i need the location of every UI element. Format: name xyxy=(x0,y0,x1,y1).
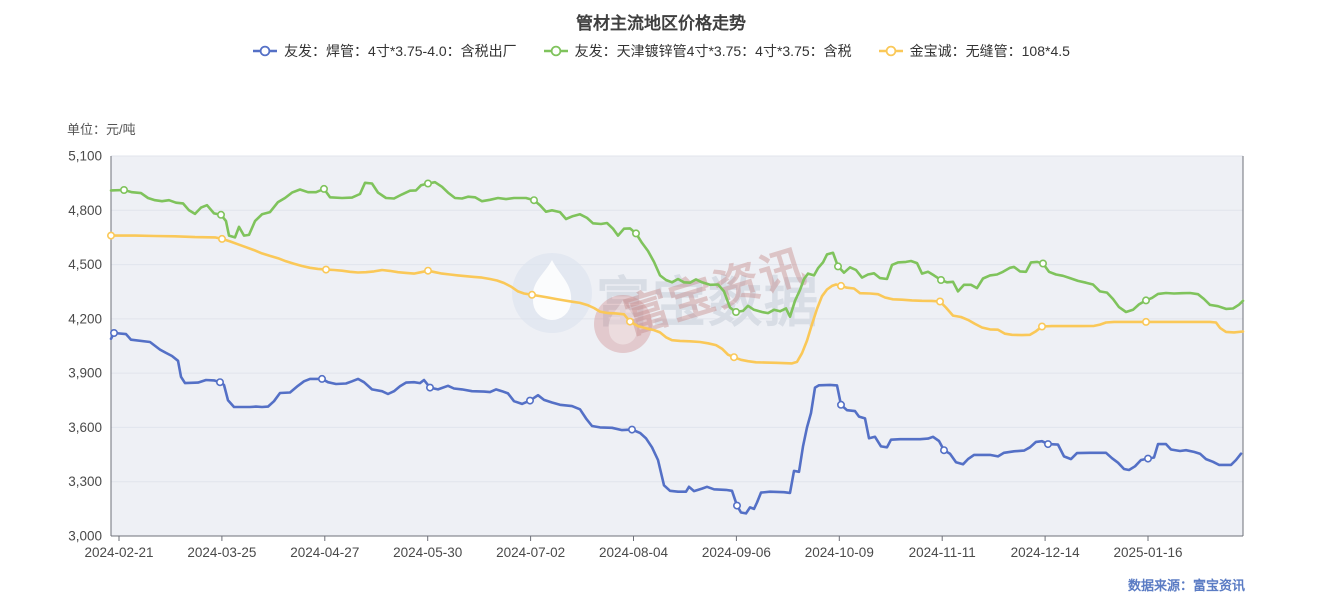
watermark-flame-icon xyxy=(532,260,572,321)
y-tick-label: 4,800 xyxy=(68,203,102,218)
series-marker-2[interactable] xyxy=(107,231,116,240)
x-tick-label: 2024-09-06 xyxy=(702,545,771,560)
y-tick-label: 4,500 xyxy=(68,257,102,272)
legend-item-hanguan[interactable]: 友发：焊管：4寸*3.75-4.0：含税出厂 xyxy=(252,41,517,61)
series-marker-2[interactable] xyxy=(836,281,845,290)
series-marker-1[interactable] xyxy=(1039,259,1048,268)
series-marker-0[interactable] xyxy=(317,374,326,383)
y-tick-label: 5,100 xyxy=(68,149,102,164)
series-marker-0[interactable] xyxy=(836,400,845,409)
series-marker-1[interactable] xyxy=(529,196,538,205)
y-tick-label: 3,900 xyxy=(68,366,102,381)
y-axis-unit-label: 单位：元/吨 xyxy=(67,122,136,137)
x-tick-label: 2024-11-11 xyxy=(909,545,976,560)
x-tick-label: 2024-05-30 xyxy=(393,545,462,560)
watermark-logo2-icon xyxy=(594,295,652,353)
legend-line-marker-icon xyxy=(543,45,568,57)
chart-title: 管材主流地区价格走势 xyxy=(576,14,746,33)
x-tick-label: 2024-07-02 xyxy=(496,545,565,560)
x-tick-label: 2024-03-25 xyxy=(187,545,256,560)
legend-item-label: 金宝诚：无缝管：108*4.5 xyxy=(909,43,1070,59)
x-tick-label: 2024-10-09 xyxy=(805,545,874,560)
data-source-label: 数据来源：富宝资讯 xyxy=(1127,578,1245,593)
x-tick-label: 2024-02-21 xyxy=(84,545,153,560)
x-tick-label: 2025-01-16 xyxy=(1113,545,1182,560)
series-marker-2[interactable] xyxy=(729,353,738,362)
watermark-flame2-icon xyxy=(608,300,638,345)
y-tick-label: 3,600 xyxy=(68,420,102,435)
series-marker-0[interactable] xyxy=(732,501,741,510)
legend-item-label: 友发：焊管：4寸*3.75-4.0：含税出厂 xyxy=(284,43,517,59)
legend-line-marker-icon xyxy=(253,45,278,57)
y-tick-label: 4,200 xyxy=(68,311,102,326)
y-tick-label: 3,000 xyxy=(68,529,102,544)
series-marker-0[interactable] xyxy=(939,446,948,455)
series-marker-0[interactable] xyxy=(110,328,119,337)
x-tick-label: 2024-12-14 xyxy=(1011,545,1081,560)
series-marker-0[interactable] xyxy=(1044,440,1053,449)
series-marker-1[interactable] xyxy=(833,262,842,271)
x-tick-label: 2024-08-04 xyxy=(599,545,669,560)
legend: 友发：焊管：4寸*3.75-4.0：含税出厂 友发：天津镀锌管4寸*3.75：4… xyxy=(0,41,1322,61)
series-marker-2[interactable] xyxy=(527,290,536,299)
series-marker-2[interactable] xyxy=(935,297,944,306)
x-tick-label: 2024-04-27 xyxy=(290,545,359,560)
y-tick-label: 3,300 xyxy=(68,474,102,489)
series-marker-1[interactable] xyxy=(319,184,328,193)
series-marker-1[interactable] xyxy=(631,229,640,238)
series-marker-1[interactable] xyxy=(731,307,740,316)
series-marker-1[interactable] xyxy=(120,186,129,195)
series-marker-0[interactable] xyxy=(425,383,434,392)
series-marker-2[interactable] xyxy=(1038,322,1047,331)
series-marker-0[interactable] xyxy=(1144,454,1153,463)
series-marker-1[interactable] xyxy=(1142,296,1151,305)
series-marker-1[interactable] xyxy=(423,179,432,188)
legend-line-marker-icon xyxy=(878,45,903,57)
series-marker-0[interactable] xyxy=(627,425,636,434)
series-marker-0[interactable] xyxy=(216,378,225,387)
series-marker-2[interactable] xyxy=(625,317,634,326)
series-marker-0[interactable] xyxy=(525,396,534,405)
series-marker-2[interactable] xyxy=(218,234,227,243)
plot-area xyxy=(111,156,1243,536)
series-marker-2[interactable] xyxy=(321,265,330,274)
series-marker-2[interactable] xyxy=(423,266,432,275)
series-marker-2[interactable] xyxy=(1142,317,1151,326)
series-line-2[interactable] xyxy=(109,234,1245,365)
series-marker-1[interactable] xyxy=(217,210,226,219)
legend-item-duxinguan[interactable]: 友发：天津镀锌管4寸*3.75：4寸*3.75：含税 xyxy=(543,41,852,61)
legend-item-label: 友发：天津镀锌管4寸*3.75：4寸*3.75：含税 xyxy=(574,43,852,59)
legend-item-wufengguan[interactable]: 金宝诚：无缝管：108*4.5 xyxy=(878,41,1070,61)
series-marker-1[interactable] xyxy=(936,275,945,284)
